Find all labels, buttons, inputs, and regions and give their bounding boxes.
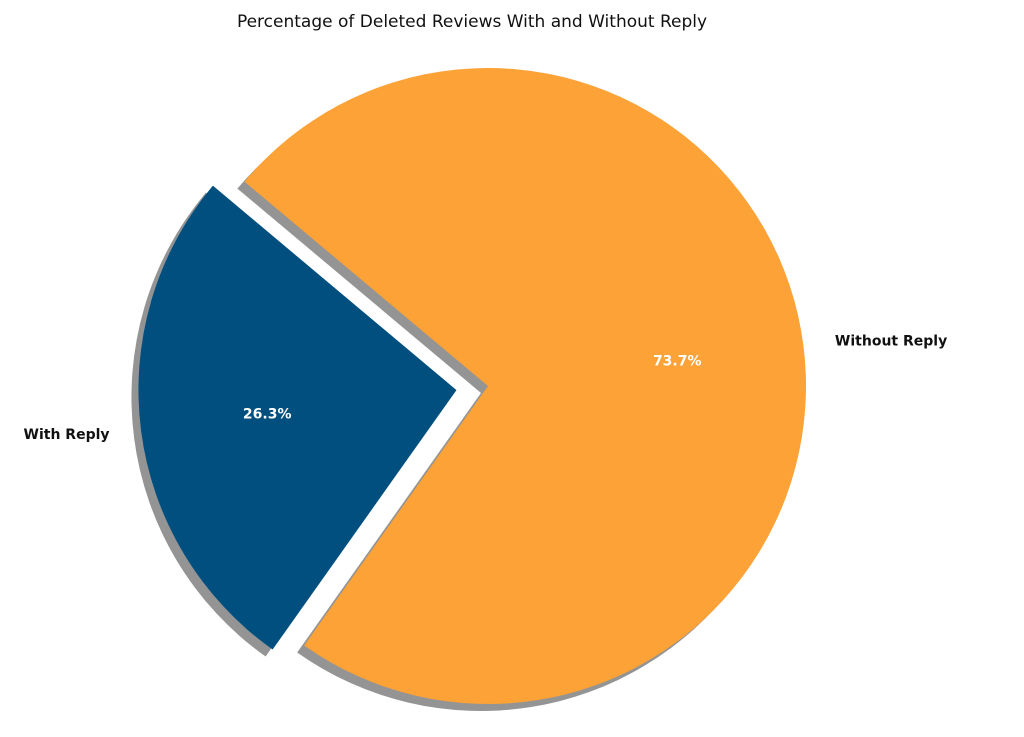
- slice: [138, 185, 457, 650]
- slice-label: With Reply: [24, 427, 110, 443]
- percent-label: 73.7%: [653, 354, 702, 370]
- percent-label: 26.3%: [243, 406, 292, 422]
- slice: [244, 67, 806, 704]
- slice-label: Without Reply: [835, 333, 947, 349]
- chart-title: Percentage of Deleted Reviews With and W…: [237, 12, 707, 32]
